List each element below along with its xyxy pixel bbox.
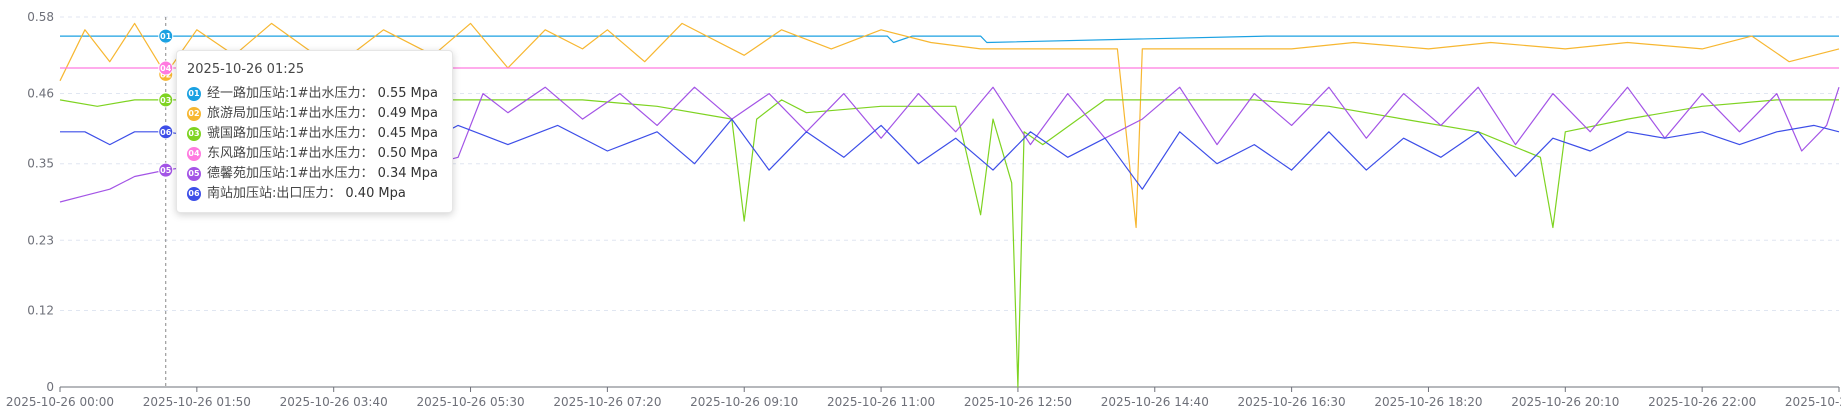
- tooltip-unit: Mpa: [410, 106, 438, 121]
- tooltip-value: 0.49: [377, 106, 407, 121]
- tooltip-separator: ：: [360, 166, 374, 181]
- tooltip-series-name: 虢国路加压站:1#出水压力: [207, 126, 361, 141]
- tooltip-row: 03 虢国路加压站:1#出水压力： 0.45 Mpa: [187, 124, 442, 144]
- x-tick-label: 2025-10-26 03:40: [280, 395, 388, 409]
- y-tick-label: 0: [46, 380, 54, 394]
- chart-tooltip: 2025-10-26 01:25 01 经一路加压站:1#出水压力： 0.55 Mp…: [176, 50, 453, 213]
- tooltip-title: 2025-10-26 01:25: [187, 62, 305, 77]
- x-tick-label: 2025-10-26 18:20: [1374, 395, 1482, 409]
- tooltip-value: 0.50: [377, 146, 407, 161]
- tooltip-row: 02 旅游局加压站:1#出水压力： 0.49 Mpa: [187, 104, 442, 124]
- tooltip-series-name: 南站加压站:出口压力: [207, 186, 329, 201]
- series-marker: [158, 162, 174, 178]
- x-tick-label: 2025-10-26 20:10: [1511, 395, 1619, 409]
- x-tick-label: 2025-10-26 01:50: [143, 395, 251, 409]
- y-tick-label: 0.46: [27, 87, 54, 101]
- x-tick-label: 2025-10-26 22:00: [1648, 395, 1756, 409]
- series-marker-label: 06: [160, 128, 172, 137]
- tooltip-separator: ：: [360, 86, 374, 101]
- series-marker: [158, 92, 174, 108]
- series-marker-label: 01: [160, 32, 172, 41]
- x-tick-label: 2025-10-26 00:00: [6, 395, 114, 409]
- y-tick-label: 0.23: [27, 233, 54, 247]
- x-tick-label: 2025-10-26 14:40: [1101, 395, 1209, 409]
- y-tick-label: 0.58: [27, 10, 54, 24]
- series-badge-icon: 06: [187, 187, 201, 201]
- series-badge-icon: 05: [187, 167, 201, 181]
- tooltip-unit: Mpa: [410, 166, 438, 181]
- y-tick-label: 0.12: [27, 303, 54, 317]
- x-tick-label: 2025-10-26 12:50: [964, 395, 1072, 409]
- series-marker-label: 04: [160, 64, 172, 73]
- series-marker: [158, 28, 174, 44]
- x-tick-label: 2025-10-26 23:50: [1785, 395, 1841, 409]
- tooltip-value: 0.45: [377, 126, 407, 141]
- series-badge-icon: 03: [187, 127, 201, 141]
- series-marker: [158, 60, 174, 76]
- tooltip-value: 0.34: [377, 166, 407, 181]
- series-badge-icon: 04: [187, 147, 201, 161]
- tooltip-unit: Mpa: [410, 126, 438, 141]
- x-tick-label: 2025-10-26 07:20: [553, 395, 661, 409]
- tooltip-separator: ：: [328, 186, 342, 201]
- tooltip-value: 0.40: [345, 186, 375, 201]
- tooltip-value: 0.55: [377, 86, 407, 101]
- tooltip-row: 04 东风路加压站:1#出水压力： 0.50 Mpa: [187, 144, 442, 164]
- x-tick-label: 2025-10-26 16:30: [1238, 395, 1346, 409]
- series-marker-label: 03: [160, 96, 171, 105]
- tooltip-separator: ：: [360, 106, 374, 121]
- series-badge-icon: 01: [187, 87, 201, 101]
- tooltip-separator: ：: [360, 126, 374, 141]
- tooltip-series-name: 旅游局加压站:1#出水压力: [207, 106, 361, 121]
- series-badge-icon: 02: [187, 107, 201, 121]
- tooltip-unit: Mpa: [410, 86, 438, 101]
- tooltip-unit: Mpa: [378, 186, 406, 201]
- tooltip-series-name: 东风路加压站:1#出水压力: [207, 146, 361, 161]
- tooltip-unit: Mpa: [410, 146, 438, 161]
- x-tick-label: 2025-10-26 05:30: [416, 395, 524, 409]
- tooltip-row: 05 德馨苑加压站:1#出水压力： 0.34 Mpa: [187, 164, 442, 184]
- x-tick-label: 2025-10-26 11:00: [827, 395, 935, 409]
- tooltip-separator: ：: [360, 146, 374, 161]
- tooltip-series-name: 经一路加压站:1#出水压力: [207, 86, 361, 101]
- series-marker: [158, 124, 174, 140]
- tooltip-row: 06 南站加压站:出口压力： 0.40 Mpa: [187, 184, 442, 204]
- y-tick-label: 0.35: [27, 157, 54, 171]
- x-tick-label: 2025-10-26 09:10: [690, 395, 798, 409]
- tooltip-series-name: 德馨苑加压站:1#出水压力: [207, 166, 361, 181]
- tooltip-row: 01 经一路加压站:1#出水压力： 0.55 Mpa: [187, 84, 442, 104]
- series-line: [59, 22, 1840, 229]
- series-marker-label: 05: [160, 166, 172, 175]
- series-line: [60, 35, 1839, 44]
